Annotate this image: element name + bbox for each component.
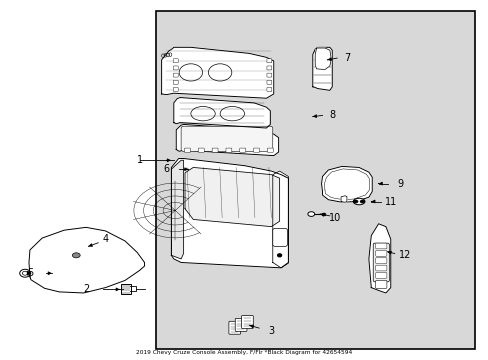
FancyBboxPatch shape (173, 87, 178, 91)
Polygon shape (161, 47, 273, 98)
Text: 4: 4 (102, 234, 108, 244)
Ellipse shape (72, 253, 80, 258)
FancyBboxPatch shape (173, 80, 178, 84)
FancyBboxPatch shape (198, 148, 204, 152)
Polygon shape (340, 196, 346, 202)
Text: 2019 Chevy Cruze Console Assembly, F/Flr *Black Diagram for 42654594: 2019 Chevy Cruze Console Assembly, F/Flr… (136, 350, 352, 355)
FancyBboxPatch shape (121, 284, 131, 294)
Polygon shape (184, 167, 279, 226)
Polygon shape (27, 271, 31, 275)
FancyBboxPatch shape (375, 273, 386, 278)
Ellipse shape (20, 269, 30, 277)
Ellipse shape (352, 198, 364, 205)
FancyBboxPatch shape (266, 73, 271, 77)
Polygon shape (171, 158, 288, 268)
FancyBboxPatch shape (375, 265, 386, 271)
FancyBboxPatch shape (375, 243, 386, 249)
Text: 6: 6 (163, 164, 169, 174)
FancyBboxPatch shape (235, 319, 246, 331)
FancyBboxPatch shape (241, 316, 253, 328)
Text: 11: 11 (384, 197, 396, 207)
Text: 9: 9 (397, 179, 403, 189)
FancyBboxPatch shape (181, 126, 272, 151)
FancyBboxPatch shape (212, 148, 218, 152)
Polygon shape (176, 125, 278, 156)
Text: 8: 8 (328, 111, 335, 121)
FancyBboxPatch shape (372, 243, 388, 282)
Text: 3: 3 (268, 326, 274, 336)
FancyBboxPatch shape (272, 228, 287, 246)
Polygon shape (368, 224, 390, 293)
Polygon shape (173, 98, 270, 128)
FancyBboxPatch shape (267, 148, 273, 152)
Ellipse shape (352, 200, 357, 203)
Ellipse shape (307, 212, 314, 216)
FancyBboxPatch shape (375, 280, 386, 288)
Text: 2: 2 (83, 284, 89, 294)
Text: 12: 12 (398, 250, 411, 260)
Polygon shape (171, 160, 183, 259)
FancyBboxPatch shape (266, 59, 271, 63)
Text: 10: 10 (328, 213, 340, 222)
Text: 1: 1 (136, 155, 142, 165)
FancyBboxPatch shape (266, 80, 271, 84)
FancyBboxPatch shape (173, 59, 178, 63)
FancyBboxPatch shape (156, 12, 474, 348)
Polygon shape (29, 227, 144, 293)
FancyBboxPatch shape (173, 73, 178, 77)
Polygon shape (315, 48, 330, 69)
FancyBboxPatch shape (253, 148, 259, 152)
FancyBboxPatch shape (184, 148, 190, 152)
Text: 7: 7 (343, 53, 349, 63)
FancyBboxPatch shape (266, 66, 271, 70)
Text: 5: 5 (27, 268, 33, 278)
Polygon shape (312, 47, 331, 90)
FancyBboxPatch shape (266, 87, 271, 91)
FancyBboxPatch shape (375, 251, 386, 256)
Ellipse shape (359, 200, 364, 203)
FancyBboxPatch shape (173, 66, 178, 70)
Ellipse shape (277, 254, 281, 257)
Polygon shape (321, 166, 371, 202)
FancyBboxPatch shape (375, 258, 386, 264)
FancyBboxPatch shape (239, 148, 245, 152)
FancyBboxPatch shape (228, 321, 240, 334)
Polygon shape (272, 171, 288, 268)
FancyBboxPatch shape (225, 148, 231, 152)
